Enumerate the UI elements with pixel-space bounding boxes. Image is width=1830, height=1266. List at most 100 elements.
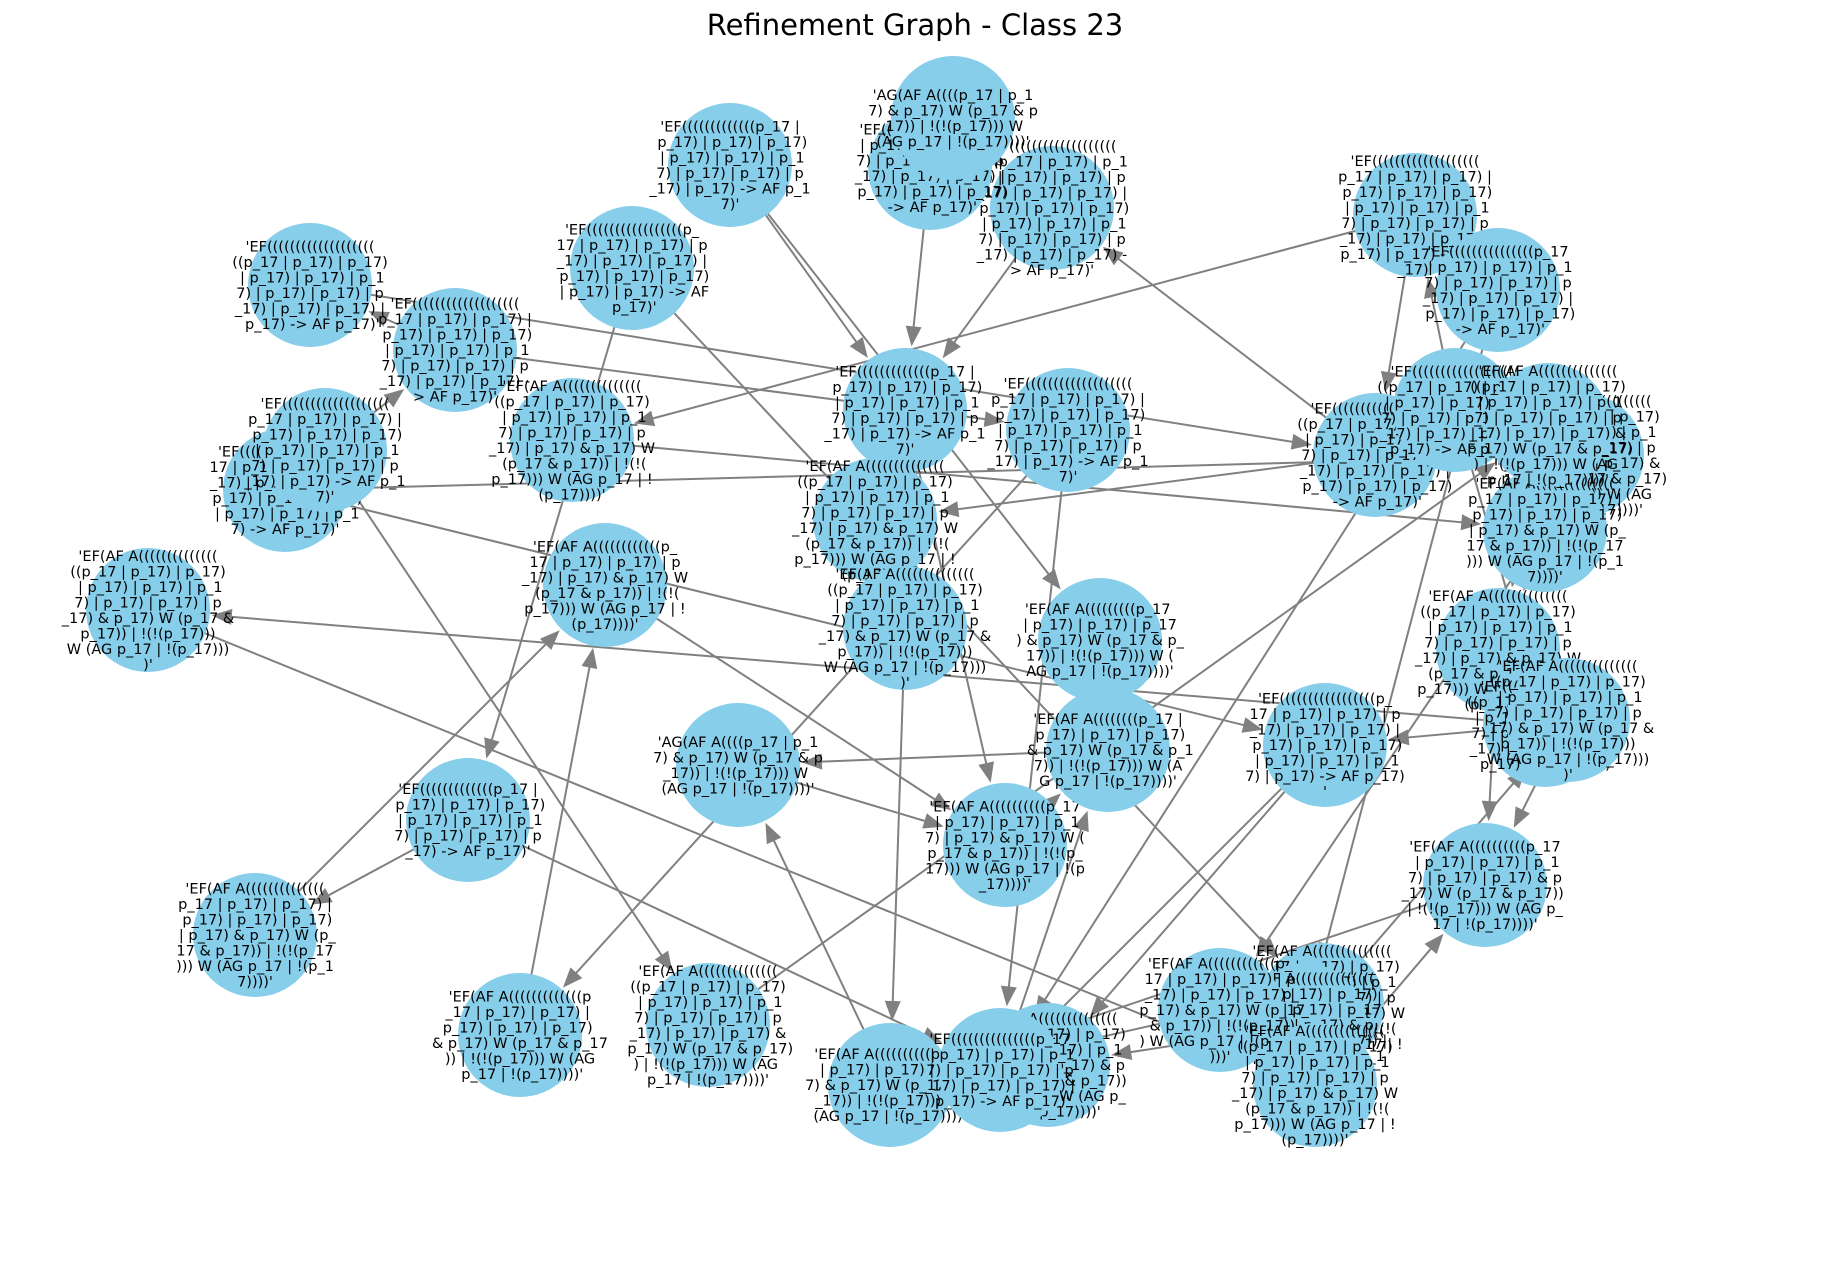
graph-node-n36: 'EF(AF A((((((((((((((((p_17 | p_17) | p… [488,378,655,503]
node-circle [543,523,667,647]
arrowhead-icon [1424,933,1444,955]
edge-line [952,454,1376,511]
node-label: 'EF(AF A((((((((((((((((p_17 | p_17) | p… [1463,364,1633,489]
node-label: 'EF(AF A(((((((((p_17 | p_17) | p_17) | … [1016,602,1185,680]
node-circle [193,873,317,997]
node-label: 'EF(AF A((((((((((((((((p_17 | p_17) | p… [1231,1024,1398,1149]
node-label: 'EF(AF A((((((((((p_17 | p_17) | p_17) |… [925,799,1085,893]
node-circle [1253,1023,1377,1147]
arrowhead-icon [1102,246,1124,266]
arrowhead-icon [938,501,960,518]
graph-node-n43: 'EF(AF A((((((((((((((((p_17 | p_17) | p… [61,548,234,673]
arrowhead-icon [1513,806,1530,828]
arrowhead-icon [1460,514,1482,531]
arrowhead-icon [1258,938,1279,959]
edge-n35-n31 [484,267,633,759]
graph-node-n15: 'EF(((((((((((((((((p_ 17 | p_17) | p_17)… [1245,683,1405,807]
graph-node-n42: 'EF(((((((((((((((((((p_17 | p_17) | p_1… [243,388,406,512]
node-label: 'EF(((((((((((((((((((((((p_17 | p_17) |… [975,139,1130,279]
node-circle [646,963,770,1087]
node-circle [1436,228,1560,352]
node-label: 'EF(((((((((((((((((p_17 | p_17) | p_17)… [555,222,710,316]
edge-n20-n41 [562,429,1069,988]
node-circle [1038,578,1162,702]
edge-line [147,609,1244,1057]
graph-node-n24: 'EF(AF A((((((((((p_17 | p_17) | p_17) |… [1401,823,1569,947]
graph-node-n29: 'EF(AF A((((((((((((((((p_17 | p_17) | p… [1481,658,1654,783]
node-circle [843,348,967,472]
node-circle [458,973,582,1097]
arrowhead-icon [942,337,961,359]
node-label: 'EF(AF A((((((((((((((((p_17 | p_17) | p… [818,567,991,692]
arrowhead-icon [1000,985,1017,1007]
edge-line [571,439,1468,524]
arrowhead-icon [1241,717,1263,733]
node-circle [86,548,210,672]
graph-node-n17: 'EF(AF A(((((((((p_17 | p_17) | p_17) | … [1016,578,1185,702]
node-circle [1486,363,1610,487]
graph-node-n39: 'AG(AF A((((p_17 | p_1 7) & p_17) W (p_17… [653,703,823,827]
node-label: 'EF(AF A((((((((p_17 | p_17) | p_17) | p… [1022,712,1193,790]
arrowhead-icon [562,967,583,988]
node-circle [248,223,372,347]
node-circle [1263,683,1387,807]
graph-node-n28: 'EF(((((((((((((((((((p_17 | p_17) | p_1… [378,288,533,412]
node-label: 'EF(AF A((((((((((((((p_17 | p_17) | p_1… [1464,477,1626,586]
edge-n37-n8 [604,584,952,811]
arrowhead-icon [654,950,673,972]
edge-line [254,639,551,936]
graph-node-n31: 'EF(((((((((((((p_17 | p_17) | p_17) | p… [391,758,545,882]
node-circle [676,703,800,827]
node-label: 'EF(((((((((((((((((p_17 | p_17) | p_17)… [1245,692,1405,801]
graph-node-n33: 'EF(AF A((((((((((((((((p_17 | p_17) | p… [1231,1023,1398,1148]
edge-n42-n32 [324,449,673,972]
node-label: 'EF(AF A((((((((((p_17 | p_17) | p_17) |… [1401,839,1569,933]
edge-line [489,267,633,746]
node-label: 'EF(AF A((((((((((((((((p_17 | p_17) | p… [623,964,793,1089]
arrowhead-icon [1474,462,1496,481]
node-circle [668,103,792,227]
node-circle [943,783,1067,907]
graph-node-n7: 'EF(AF A((((((((((((((((p_17 | p_17) | p… [818,566,991,691]
node-circle [990,146,1114,270]
node-circle [510,378,634,502]
arrowhead-icon [1380,370,1397,392]
node-circle [828,1023,952,1147]
node-circle [843,566,967,690]
arrowhead-icon [368,311,390,327]
graph-node-n9: 'EF(((((((((((((((((((p_17 | p_17) | p_1… [1336,153,1494,278]
graph-node-n20: 'EF(((((((((((((((((((p_17 | p_17) | p_1… [986,368,1149,492]
arrowhead-icon [484,737,500,759]
arrowhead-icon [922,813,944,829]
node-label: 'AG(AF A((((p_17 | p_1 7) & p_17) W (p_17… [653,735,823,798]
node-label: 'EF(((((((((((((((p_17 | p_17) | p_17) |… [924,1032,1075,1110]
node-circle [570,206,694,330]
arrowhead-icon [211,608,233,625]
arrowhead-icon [383,389,405,408]
edge-line [519,661,592,1036]
node-label: 'EF(((((((((((((((((((p_17 | p_17) | p_1… [378,297,533,406]
graph-node-n41: 'EF(AF A(((((((((((((p _17 | p_17) | p_17… [432,973,608,1097]
arrowhead-icon [311,888,333,905]
arrowhead-icon [983,411,1005,428]
node-label: 'EF(((((((((((((p_17 | p_17) | p_17) | p… [648,119,810,213]
node-circle [1506,658,1630,782]
arrowhead-icon [930,792,952,811]
arrowhead-icon [884,1000,901,1022]
node-circle [1353,153,1477,277]
graph-node-n10: 'EF(((((((((((((((p_17 | p_17) | p_17) |… [1421,228,1575,352]
edge-line [647,214,1416,421]
node-label: 'EF(AF A((((((((((((((((p_17 | p_17) | p… [61,549,234,674]
node-circle [406,758,530,882]
node-label: 'EF(AF A(((((((((((((p _17 | p_17) | p_17… [432,989,608,1083]
graph-title: Refinement Graph - Class 23 [706,8,1124,42]
arrowhead-icon [905,325,922,347]
arrowhead-icon [1290,433,1312,450]
node-label: 'EF(AF A((((((((((((((((p_17 | p_17) | p… [791,459,958,584]
edge-line [1054,744,1326,1016]
graph-node-n1: 'EF(((((((((((((((((((((((p_17 | p_17) |… [975,139,1130,279]
graph-node-n8: 'EF(AF A((((((((((p_17 | p_17) | p_17) |… [925,783,1085,907]
node-circle [938,1008,1062,1132]
node-label: 'EF(AF A((((((((((p_17 | p_17) | p_17) |… [805,1047,975,1125]
